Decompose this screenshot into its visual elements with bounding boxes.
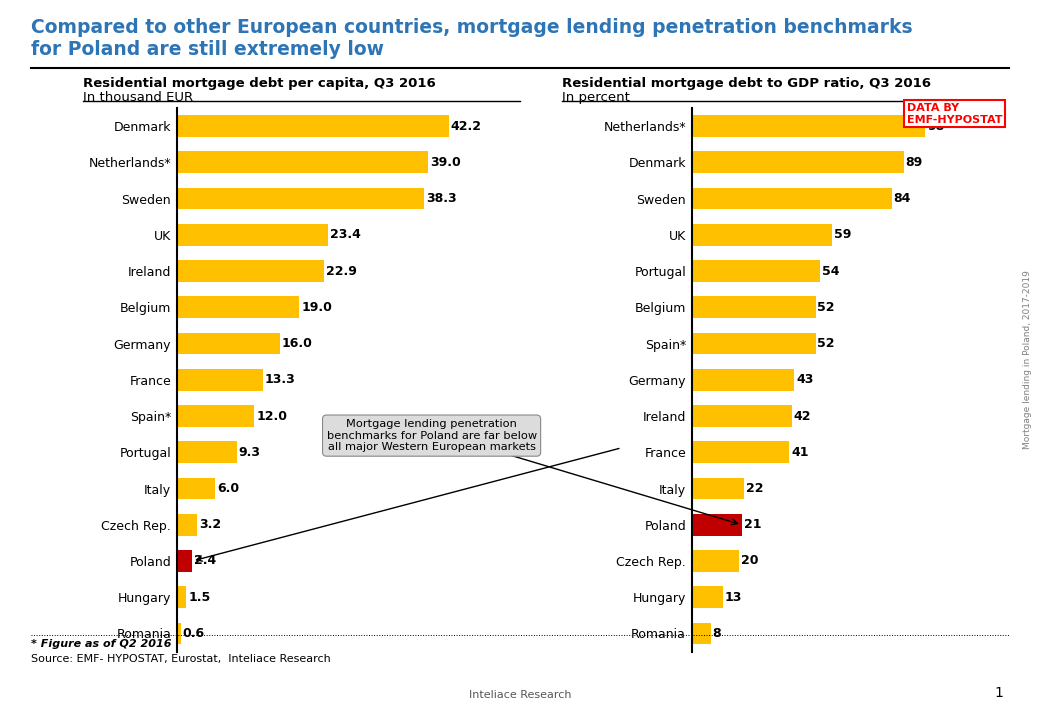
Text: 19.0: 19.0 <box>302 301 332 314</box>
Text: 22: 22 <box>746 482 763 495</box>
Text: 89: 89 <box>906 156 922 169</box>
Text: 13.3: 13.3 <box>264 373 295 387</box>
Text: Compared to other European countries, mortgage lending penetration benchmarks: Compared to other European countries, mo… <box>31 18 913 37</box>
Text: 9.3: 9.3 <box>239 446 261 459</box>
Text: Residential mortgage debt per capita, Q3 2016: Residential mortgage debt per capita, Q3… <box>83 77 436 90</box>
Bar <box>692 477 744 500</box>
Text: 39.0: 39.0 <box>431 156 461 169</box>
Text: 16.0: 16.0 <box>282 337 313 350</box>
Bar <box>692 224 832 246</box>
Bar <box>177 297 300 318</box>
Bar <box>177 188 423 210</box>
Bar <box>177 369 262 391</box>
Bar <box>692 333 815 354</box>
Bar <box>692 405 791 427</box>
Text: 98: 98 <box>927 120 944 132</box>
Text: * Figure as of Q2 2016: * Figure as of Q2 2016 <box>31 639 172 649</box>
Bar <box>177 115 449 137</box>
Bar <box>692 188 892 210</box>
Bar <box>177 477 215 500</box>
Text: 13: 13 <box>725 590 742 604</box>
Text: Residential mortgage debt to GDP ratio, Q3 2016: Residential mortgage debt to GDP ratio, … <box>562 77 931 90</box>
Text: DATA BY
EMF-HYPOSTAT: DATA BY EMF-HYPOSTAT <box>907 103 1003 125</box>
Text: 20: 20 <box>742 554 758 567</box>
Text: 42.2: 42.2 <box>451 120 482 132</box>
Bar <box>177 550 192 572</box>
Bar <box>692 441 789 463</box>
Text: In thousand EUR: In thousand EUR <box>83 91 193 104</box>
Text: Mortgage lending penetration
benchmarks for Poland are far below
all major Weste: Mortgage lending penetration benchmarks … <box>327 419 537 452</box>
Bar <box>692 369 795 391</box>
Text: 42: 42 <box>794 410 811 423</box>
Text: 2.4: 2.4 <box>194 554 216 567</box>
Text: 0.6: 0.6 <box>183 627 205 640</box>
Bar <box>177 441 237 463</box>
Text: 8: 8 <box>712 627 721 640</box>
Text: 59: 59 <box>834 228 852 241</box>
Text: 21: 21 <box>744 518 761 531</box>
Text: 52: 52 <box>817 337 835 350</box>
Bar <box>692 151 904 174</box>
Text: 84: 84 <box>893 192 911 205</box>
Text: Mortgage lending in Poland, 2017-2019: Mortgage lending in Poland, 2017-2019 <box>1023 271 1032 449</box>
Bar <box>692 297 815 318</box>
Text: 43: 43 <box>796 373 813 387</box>
Bar <box>692 623 710 644</box>
Text: for Poland are still extremely low: for Poland are still extremely low <box>31 40 384 58</box>
Text: 23.4: 23.4 <box>330 228 361 241</box>
Bar <box>177 224 328 246</box>
Bar <box>692 586 723 608</box>
Bar <box>692 514 742 536</box>
Bar <box>177 586 186 608</box>
Bar <box>177 623 181 644</box>
Text: 1: 1 <box>994 686 1004 700</box>
Bar <box>177 405 254 427</box>
Bar <box>177 151 428 174</box>
Bar <box>177 260 324 282</box>
Text: Source: EMF- HYPOSTAT, Eurostat,  Inteliace Research: Source: EMF- HYPOSTAT, Eurostat, Intelia… <box>31 654 331 664</box>
Text: 41: 41 <box>791 446 809 459</box>
Text: 3.2: 3.2 <box>200 518 222 531</box>
Bar <box>692 260 821 282</box>
Text: 52: 52 <box>817 301 835 314</box>
Text: In percent: In percent <box>562 91 629 104</box>
Text: 6.0: 6.0 <box>217 482 239 495</box>
Bar <box>692 115 926 137</box>
Bar <box>692 550 739 572</box>
Text: 22.9: 22.9 <box>327 264 358 278</box>
Bar <box>177 514 198 536</box>
Text: Inteliace Research: Inteliace Research <box>469 690 571 700</box>
Bar <box>177 333 280 354</box>
Text: 12.0: 12.0 <box>256 410 287 423</box>
Text: 1.5: 1.5 <box>188 590 211 604</box>
Text: 38.3: 38.3 <box>425 192 457 205</box>
Text: 54: 54 <box>823 264 839 278</box>
